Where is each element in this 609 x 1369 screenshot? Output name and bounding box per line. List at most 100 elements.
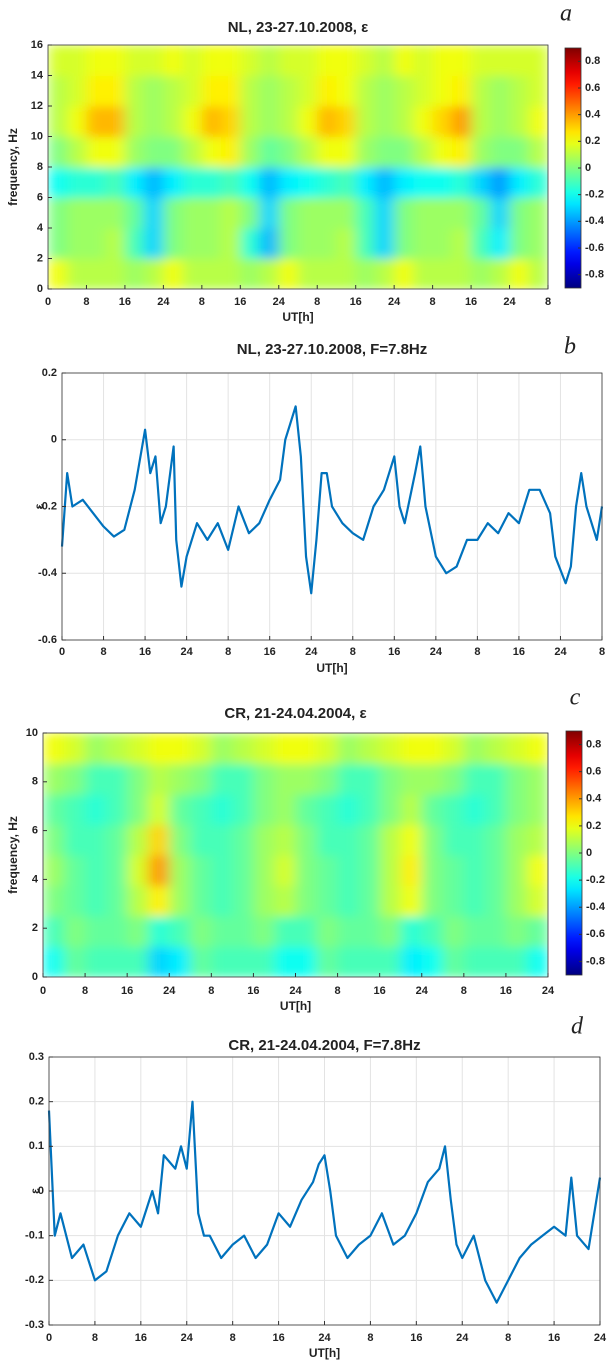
colorbar-tick-label: -0.6 [585, 242, 604, 254]
heatmap-cell [232, 946, 255, 977]
x-tick-label: 8 [335, 985, 341, 997]
heatmap-cell [127, 946, 149, 977]
heatmap-cell [394, 136, 414, 168]
heatmap-cell [413, 45, 434, 77]
heatmap-cell [336, 75, 357, 107]
heatmap-cell [317, 45, 338, 77]
heatmap-cell [232, 885, 255, 917]
heatmap-cell [316, 763, 339, 795]
heatmap-cell [201, 106, 222, 138]
heatmap-cell [163, 197, 184, 229]
heatmap-cell [67, 228, 88, 260]
heatmap-cell [421, 916, 444, 948]
heatmap-cell [528, 167, 548, 199]
heatmap-cell [505, 855, 528, 887]
heatmap-cell [394, 167, 414, 199]
colorbar-tick-label: 0.8 [586, 738, 601, 750]
heatmap-cell [274, 855, 297, 887]
heatmap-cell [163, 136, 184, 168]
heatmap-cell [253, 824, 276, 856]
heatmap-cell [317, 228, 338, 260]
heatmap-cell [509, 197, 530, 229]
heatmap-cell [295, 794, 318, 826]
heatmap-cell [421, 763, 444, 795]
heatmap-cell [64, 794, 86, 826]
heatmap-cell [374, 228, 395, 260]
heatmap-cell [211, 885, 233, 917]
heatmap-cell [182, 75, 203, 107]
heatmap-cell [144, 228, 164, 260]
heatmap-cell [295, 855, 318, 887]
heatmap-cell [221, 228, 241, 260]
heatmap-cell [232, 855, 255, 887]
heatmap-cell [317, 106, 338, 138]
heatmap-cell [505, 733, 528, 765]
heatmap-cell [355, 75, 376, 107]
colorbar-tick-label: -0.8 [585, 269, 604, 281]
heatmap-cell [355, 167, 376, 199]
heatmap-cell [169, 855, 191, 887]
heatmap-cell [182, 197, 203, 229]
heatmap-cell [240, 258, 261, 289]
x-tick-label: 16 [247, 985, 259, 997]
heatmap-cell [64, 824, 86, 856]
y-axis-title: ε [28, 1188, 42, 1194]
heatmap-cell [106, 794, 128, 826]
colorbar-tick-label: 0.6 [585, 82, 600, 94]
heatmap-cell [85, 763, 107, 795]
heatmap-cell [432, 197, 453, 229]
x-tick-label: 24 [157, 296, 170, 308]
y-tick-label: 0.3 [29, 1051, 44, 1063]
heatmap-cell [505, 824, 528, 856]
heatmap-cell [148, 885, 170, 917]
heatmap-cell [201, 136, 222, 168]
heatmap-cell [298, 75, 318, 107]
heatmap-cell [463, 946, 486, 977]
heatmap-cell [259, 258, 280, 289]
heatmap-cell [169, 885, 191, 917]
heatmap-cell [48, 75, 68, 107]
colorbar-tick-label: 0.6 [586, 766, 601, 778]
heatmap-cell [451, 45, 472, 77]
colorbar-tick-label: -0.6 [586, 928, 605, 940]
heatmap-cell [240, 136, 261, 168]
heatmap-cell [253, 763, 276, 795]
heatmap-cell [182, 45, 203, 77]
x-tick-label: 8 [350, 646, 356, 658]
heatmap-cell [106, 763, 128, 795]
heatmap-cell [48, 45, 68, 77]
x-tick-label: 0 [40, 985, 46, 997]
heatmap-cell [295, 824, 318, 856]
heatmap-cell [298, 106, 318, 138]
heatmap-cell [274, 733, 297, 765]
heatmap-cell [509, 258, 530, 289]
heatmap-cell [374, 258, 395, 289]
heatmap-cell [355, 258, 376, 289]
y-tick-label: -0.6 [38, 634, 57, 646]
heatmap-cell [105, 136, 126, 168]
heatmap-cell [240, 228, 261, 260]
heatmap-cell [278, 197, 299, 229]
heatmap-cell [278, 258, 299, 289]
heatmap-cell [379, 763, 402, 795]
heatmap-cell [86, 258, 107, 289]
x-tick-label: 16 [465, 296, 477, 308]
x-tick-label: 8 [461, 985, 467, 997]
heatmap-cell [232, 824, 255, 856]
heatmap-cell [358, 946, 381, 977]
heatmap-cell [221, 106, 241, 138]
heatmap-cell [505, 916, 528, 948]
heatmap-cell [106, 733, 128, 765]
colorbar-tick-label: -0.2 [586, 874, 605, 886]
heatmap-cell [201, 228, 222, 260]
heatmap-cell [471, 75, 491, 107]
heatmap-cell [105, 167, 126, 199]
heatmap-cell [106, 855, 128, 887]
heatmap-cell [163, 167, 184, 199]
heatmap-cell [505, 885, 528, 917]
heatmap-cell [163, 45, 184, 77]
heatmap-cell [484, 885, 507, 917]
heatmap-cell [64, 946, 86, 977]
heatmap [48, 45, 548, 289]
x-tick-label: 8 [100, 646, 106, 658]
